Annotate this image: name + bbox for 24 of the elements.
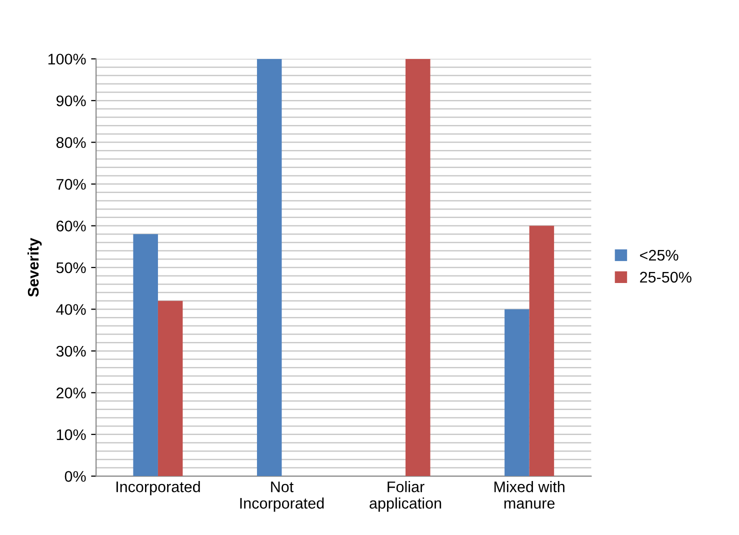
y-tick-label: 90% bbox=[56, 95, 86, 106]
bar bbox=[133, 234, 158, 476]
bar bbox=[256, 58, 282, 476]
y-axis-title: Severity bbox=[27, 238, 42, 297]
y-tick-label: 20% bbox=[56, 388, 86, 398]
y-tick-label: 80% bbox=[56, 137, 86, 148]
bar bbox=[529, 226, 554, 476]
x-tick-label: Not Incorporated bbox=[240, 482, 324, 512]
y-tick-label: 50% bbox=[56, 262, 86, 274]
legend-label: <25% bbox=[640, 250, 678, 261]
x-tick-label: Foliar application bbox=[370, 481, 442, 512]
y-tick-label: 0% bbox=[64, 471, 86, 482]
y-tick-label: 30% bbox=[56, 346, 86, 357]
y-tick-label: 100% bbox=[48, 54, 86, 65]
x-tick-label: Incorporated bbox=[116, 481, 200, 496]
x-tick-label: Mixed with manure bbox=[494, 481, 564, 509]
y-tick-label: 10% bbox=[56, 429, 86, 440]
y-tick-label: 60% bbox=[56, 220, 86, 232]
y-tick-label: 70% bbox=[56, 178, 86, 190]
y-tick-label: 40% bbox=[56, 304, 86, 315]
bar bbox=[158, 300, 183, 476]
bar bbox=[406, 58, 430, 476]
bar bbox=[504, 309, 530, 476]
legend-label: 25-50% bbox=[640, 272, 692, 283]
